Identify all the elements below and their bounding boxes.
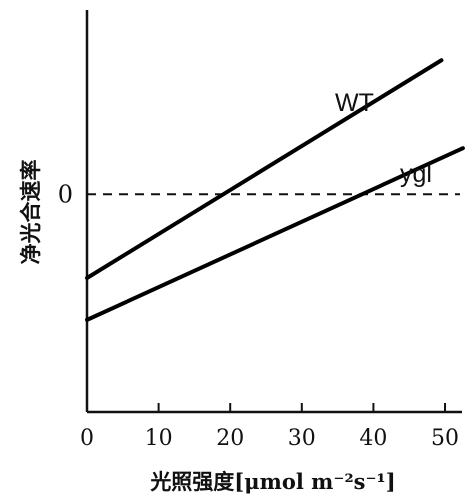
x-tick-label: 30 [288, 426, 316, 451]
x-tick-label: 10 [145, 426, 173, 451]
x-ticks [86, 403, 447, 412]
series-label-ygl: ygl [400, 160, 432, 188]
x-tick-label: 0 [80, 426, 94, 451]
x-tick-labels: 0 10 20 30 40 50 [80, 426, 459, 451]
series-line-ygl [85, 146, 465, 322]
x-tick-label: 20 [216, 426, 244, 451]
x-tick-label: 40 [359, 426, 387, 451]
x-tick-label: 50 [431, 426, 459, 451]
series-label-wt: WT [335, 89, 374, 117]
y-axis-label: 净光合速率 [18, 160, 43, 265]
y-tick-label-zero: 0 [58, 180, 73, 208]
x-axis-label: 光照强度[μmol m⁻²s⁻¹] [149, 469, 395, 494]
series-line-wt [85, 58, 444, 280]
